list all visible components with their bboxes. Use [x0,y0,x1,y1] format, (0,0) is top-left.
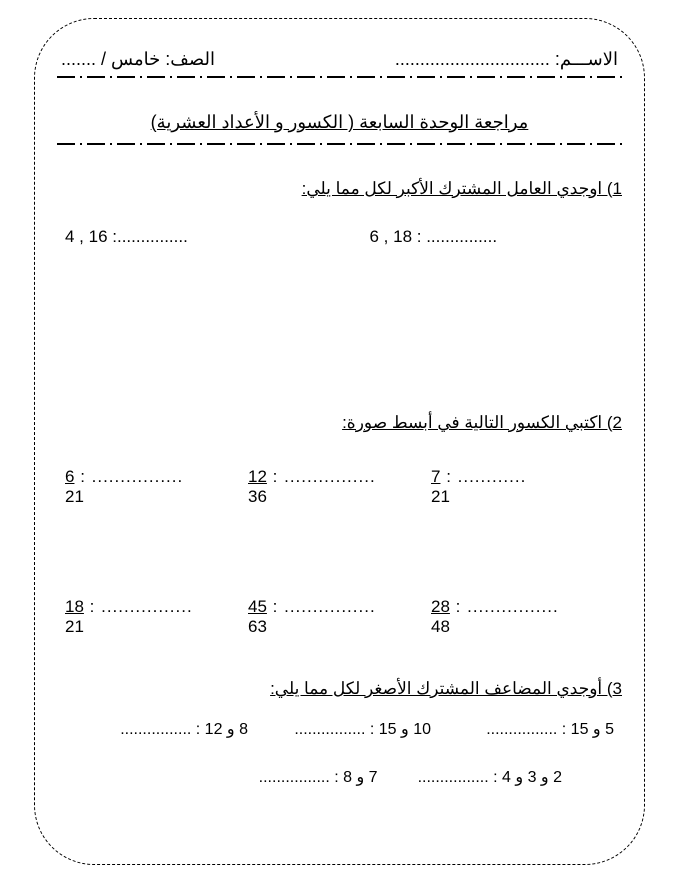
answer-dots: : ................ [267,597,376,616]
q3-r1-a[interactable]: 5 و 15 : ................ [431,719,614,739]
q2-row1: 6 : ................ 21 12 : ...........… [57,467,622,507]
worksheet-page: الاســـم: ..............................… [34,18,645,865]
q2-r2-b[interactable]: 45 : ................ 63 [248,597,431,637]
fraction-num: 12 [248,467,267,486]
q3-r1-b[interactable]: 10 و 15 : ................ [248,719,431,739]
fraction-num: 28 [431,597,450,616]
q3-row1: 5 و 15 : ................ 10 و 15 : ....… [57,719,622,739]
q1-prompt: 1) اوجدي العامل المشترك الأكبر لكل مما ي… [57,179,622,199]
q2-row2: 18 : ................ 21 45 : ..........… [57,597,622,637]
divider-under-title [57,143,622,145]
q3-prompt: 3) أوجدي المضاعف المشترك الأصغر لكل مما … [57,679,622,699]
q3-r1-c[interactable]: 8 و 12 : ................ [65,719,248,739]
q2-r1-c[interactable]: 6 : ................ 21 [65,467,248,507]
fraction-num: 18 [65,597,84,616]
q3-row2: 2 و 3 و 4 : ................ 7 و 8 : ...… [57,767,622,787]
q2-r2-c[interactable]: 18 : ................ 21 [65,597,248,637]
answer-dots: : ................ [74,467,183,486]
q2-prompt: 2) اكتبي الكسور التالية في أبسط صورة: [57,413,622,433]
class-field[interactable]: الصف: خامس / ....... [61,49,215,70]
name-field[interactable]: الاســـم: ..............................… [395,49,618,70]
q2-r2-a[interactable]: 28 : ................ 48 [431,597,614,637]
header-row: الاســـم: ..............................… [57,49,622,70]
fraction-num: 45 [248,597,267,616]
fraction-den: 63 [248,617,267,636]
fraction-den: 21 [431,487,450,506]
q1-item-a[interactable]: 6 , 18 : ............... [310,227,615,247]
q3-prompt-text: 3) أوجدي المضاعف المشترك الأصغر لكل مما … [270,679,622,698]
answer-dots: : ................ [450,597,559,616]
fraction-den: 21 [65,487,84,506]
answer-dots: : ................ [84,597,193,616]
q1-row: 4 , 16 :............... 6 , 18 : .......… [57,227,622,247]
fraction-den: 36 [248,487,267,506]
q2-prompt-text: 2) اكتبي الكسور التالية في أبسط صورة: [342,413,622,432]
fraction-den: 48 [431,617,450,636]
worksheet-title: مراجعة الوحدة السابعة ( الكسور و الأعداد… [57,112,622,133]
q2-r1-b[interactable]: 12 : ................ 36 [248,467,431,507]
fraction-den: 21 [65,617,84,636]
q1-item-b[interactable]: 4 , 16 :............... [65,227,310,247]
q3-r2-a[interactable]: 2 و 3 و 4 : ................ [418,767,562,787]
divider-top [57,76,622,78]
answer-dots: : ................ [267,467,376,486]
answer-dots: : ............ [440,467,526,486]
q3-r2-b[interactable]: 7 و 8 : ................ [259,767,378,787]
q1-prompt-text: 1) اوجدي العامل المشترك الأكبر لكل مما ي… [302,179,622,198]
worksheet-title-text: مراجعة الوحدة السابعة ( الكسور و الأعداد… [151,112,529,132]
q2-r1-a[interactable]: 7 : ............ 21 [431,467,614,507]
